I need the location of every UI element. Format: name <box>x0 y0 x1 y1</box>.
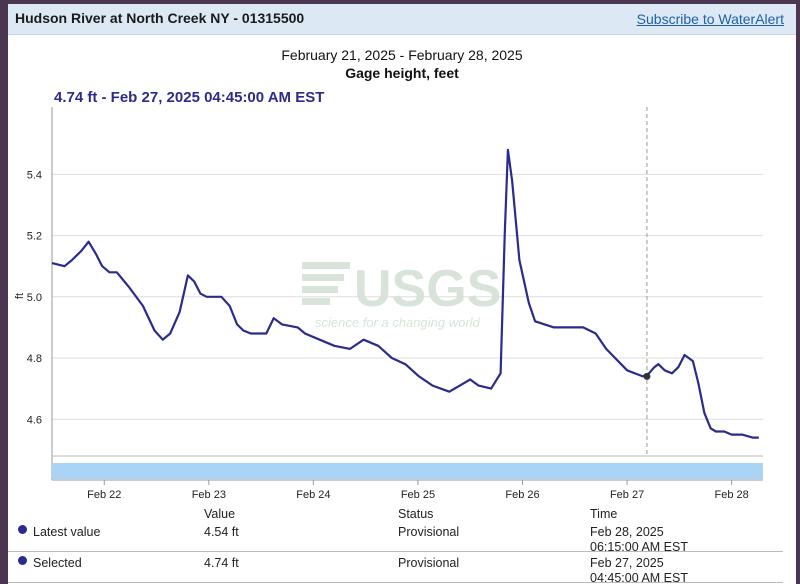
y-tick-label: 4.8 <box>27 353 42 365</box>
row-time: 04:45:00 AM EST <box>590 571 688 584</box>
watermark-tagline: science for a changing world <box>315 315 481 330</box>
hydrograph-chart[interactable]: USGS science for a changing world 4.6 4.8… <box>8 4 796 504</box>
row-label: Selected <box>33 556 82 570</box>
x-tick-label: Feb 23 <box>192 489 226 501</box>
x-tick-label: Feb 24 <box>296 489 330 501</box>
table-row[interactable]: Latest value 4.54 ft Provisional Feb 28,… <box>8 521 783 554</box>
x-tick-label: Feb 26 <box>505 489 539 501</box>
row-status: Provisional <box>398 525 460 539</box>
chart-title: February 21, 2025 - February 28, 2025 <box>281 47 523 63</box>
row-value: 4.54 ft <box>204 525 239 539</box>
row-time: 06:15:00 AM EST <box>590 540 688 554</box>
status-header: Status <box>398 507 434 521</box>
row-date: Feb 27, 2025 <box>590 556 664 570</box>
y-tick-label: 4.6 <box>27 414 42 426</box>
y-axis-label: ft <box>14 293 26 299</box>
subscribe-wateralert-link[interactable]: Subscribe to WaterAlert <box>636 11 784 27</box>
x-tick-label: Feb 22 <box>87 489 121 501</box>
value-header: Value <box>204 507 236 521</box>
site-title: Hudson River at North Creek NY - 0131550… <box>15 10 305 26</box>
y-tick-label: 5.4 <box>27 169 42 181</box>
y-tick-label: 5.0 <box>27 292 42 304</box>
tooltip-readout: 4.74 ft - Feb 27, 2025 04:45:00 AM EST <box>54 89 325 106</box>
row-label: Latest value <box>33 525 101 539</box>
time-range-brush <box>52 463 763 479</box>
site-header: Hudson River at North Creek NY - 0131550… <box>8 4 796 35</box>
gage-height-line <box>51 148 759 439</box>
selected-point-marker <box>643 372 651 380</box>
table-row[interactable]: Selected 4.74 ft Provisional Feb 27, 202… <box>8 552 783 584</box>
watermark-logo: USGS <box>354 260 501 318</box>
hydrograph-panel: Hudson River at North Creek NY - 0131550… <box>8 4 796 584</box>
x-tick-label: Feb 25 <box>401 489 435 501</box>
y-tick-label: 5.2 <box>27 231 42 243</box>
x-tick-label: Feb 28 <box>715 489 749 501</box>
time-header: Time <box>590 507 618 521</box>
series-marker-icon <box>18 525 27 534</box>
series-marker-icon <box>18 556 27 565</box>
usgs-watermark: USGS science for a changing world <box>302 260 501 330</box>
chart-subtitle: Gage height, feet <box>345 65 459 81</box>
row-status: Provisional <box>398 556 460 570</box>
row-date: Feb 28, 2025 <box>590 525 664 539</box>
x-tick-label: Feb 27 <box>610 489 644 501</box>
row-value: 4.74 ft <box>204 556 239 570</box>
